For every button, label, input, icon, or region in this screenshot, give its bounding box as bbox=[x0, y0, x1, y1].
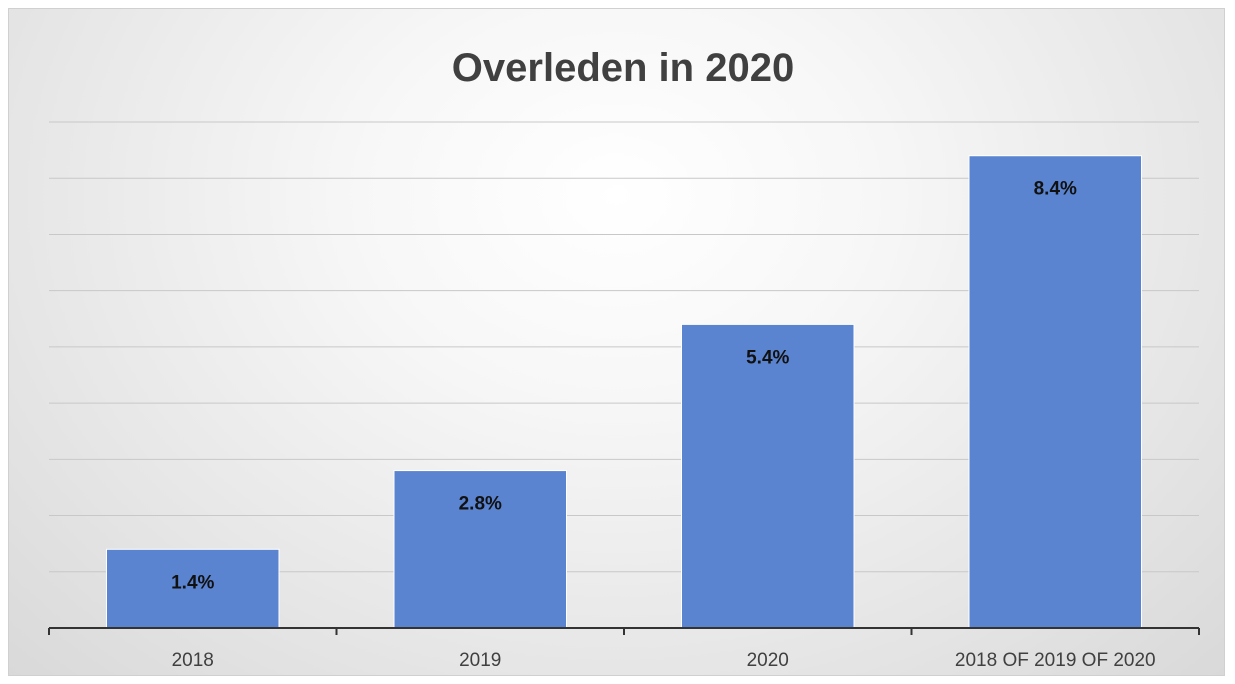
bar-2018 bbox=[106, 548, 280, 629]
labels: 1.4% 2018 2.8% 2019 5.4% 2020 8.4% 2018 OF 2019… bbox=[171, 179, 1156, 671]
x-tick-label: 2019 bbox=[459, 650, 501, 671]
data-label: 2.8% bbox=[459, 494, 502, 515]
chart-svg: Overleden in 2020 1.4% 2018 2.8% 2019 5.4% 20… bbox=[48, 46, 1200, 671]
x-tick-label: 2018 bbox=[172, 650, 214, 671]
bar-2020 bbox=[681, 323, 855, 629]
chart-title: Overleden in 2020 bbox=[452, 46, 794, 90]
x-tick-label: 2020 bbox=[747, 650, 789, 671]
data-label: 1.4% bbox=[171, 572, 214, 593]
x-axis bbox=[48, 627, 1200, 635]
x-tick-label: 2018 OF 2019 OF 2020 bbox=[955, 650, 1156, 671]
data-label: 5.4% bbox=[746, 347, 789, 368]
gridlines bbox=[49, 121, 1199, 573]
chart-area: Overleden in 2020 1.4% 2018 2.8% 2019 5.4% 20… bbox=[8, 8, 1225, 676]
bars bbox=[106, 155, 1142, 629]
data-label: 8.4% bbox=[1034, 179, 1077, 200]
bar-2018-of-2019-of-2020 bbox=[968, 155, 1142, 629]
